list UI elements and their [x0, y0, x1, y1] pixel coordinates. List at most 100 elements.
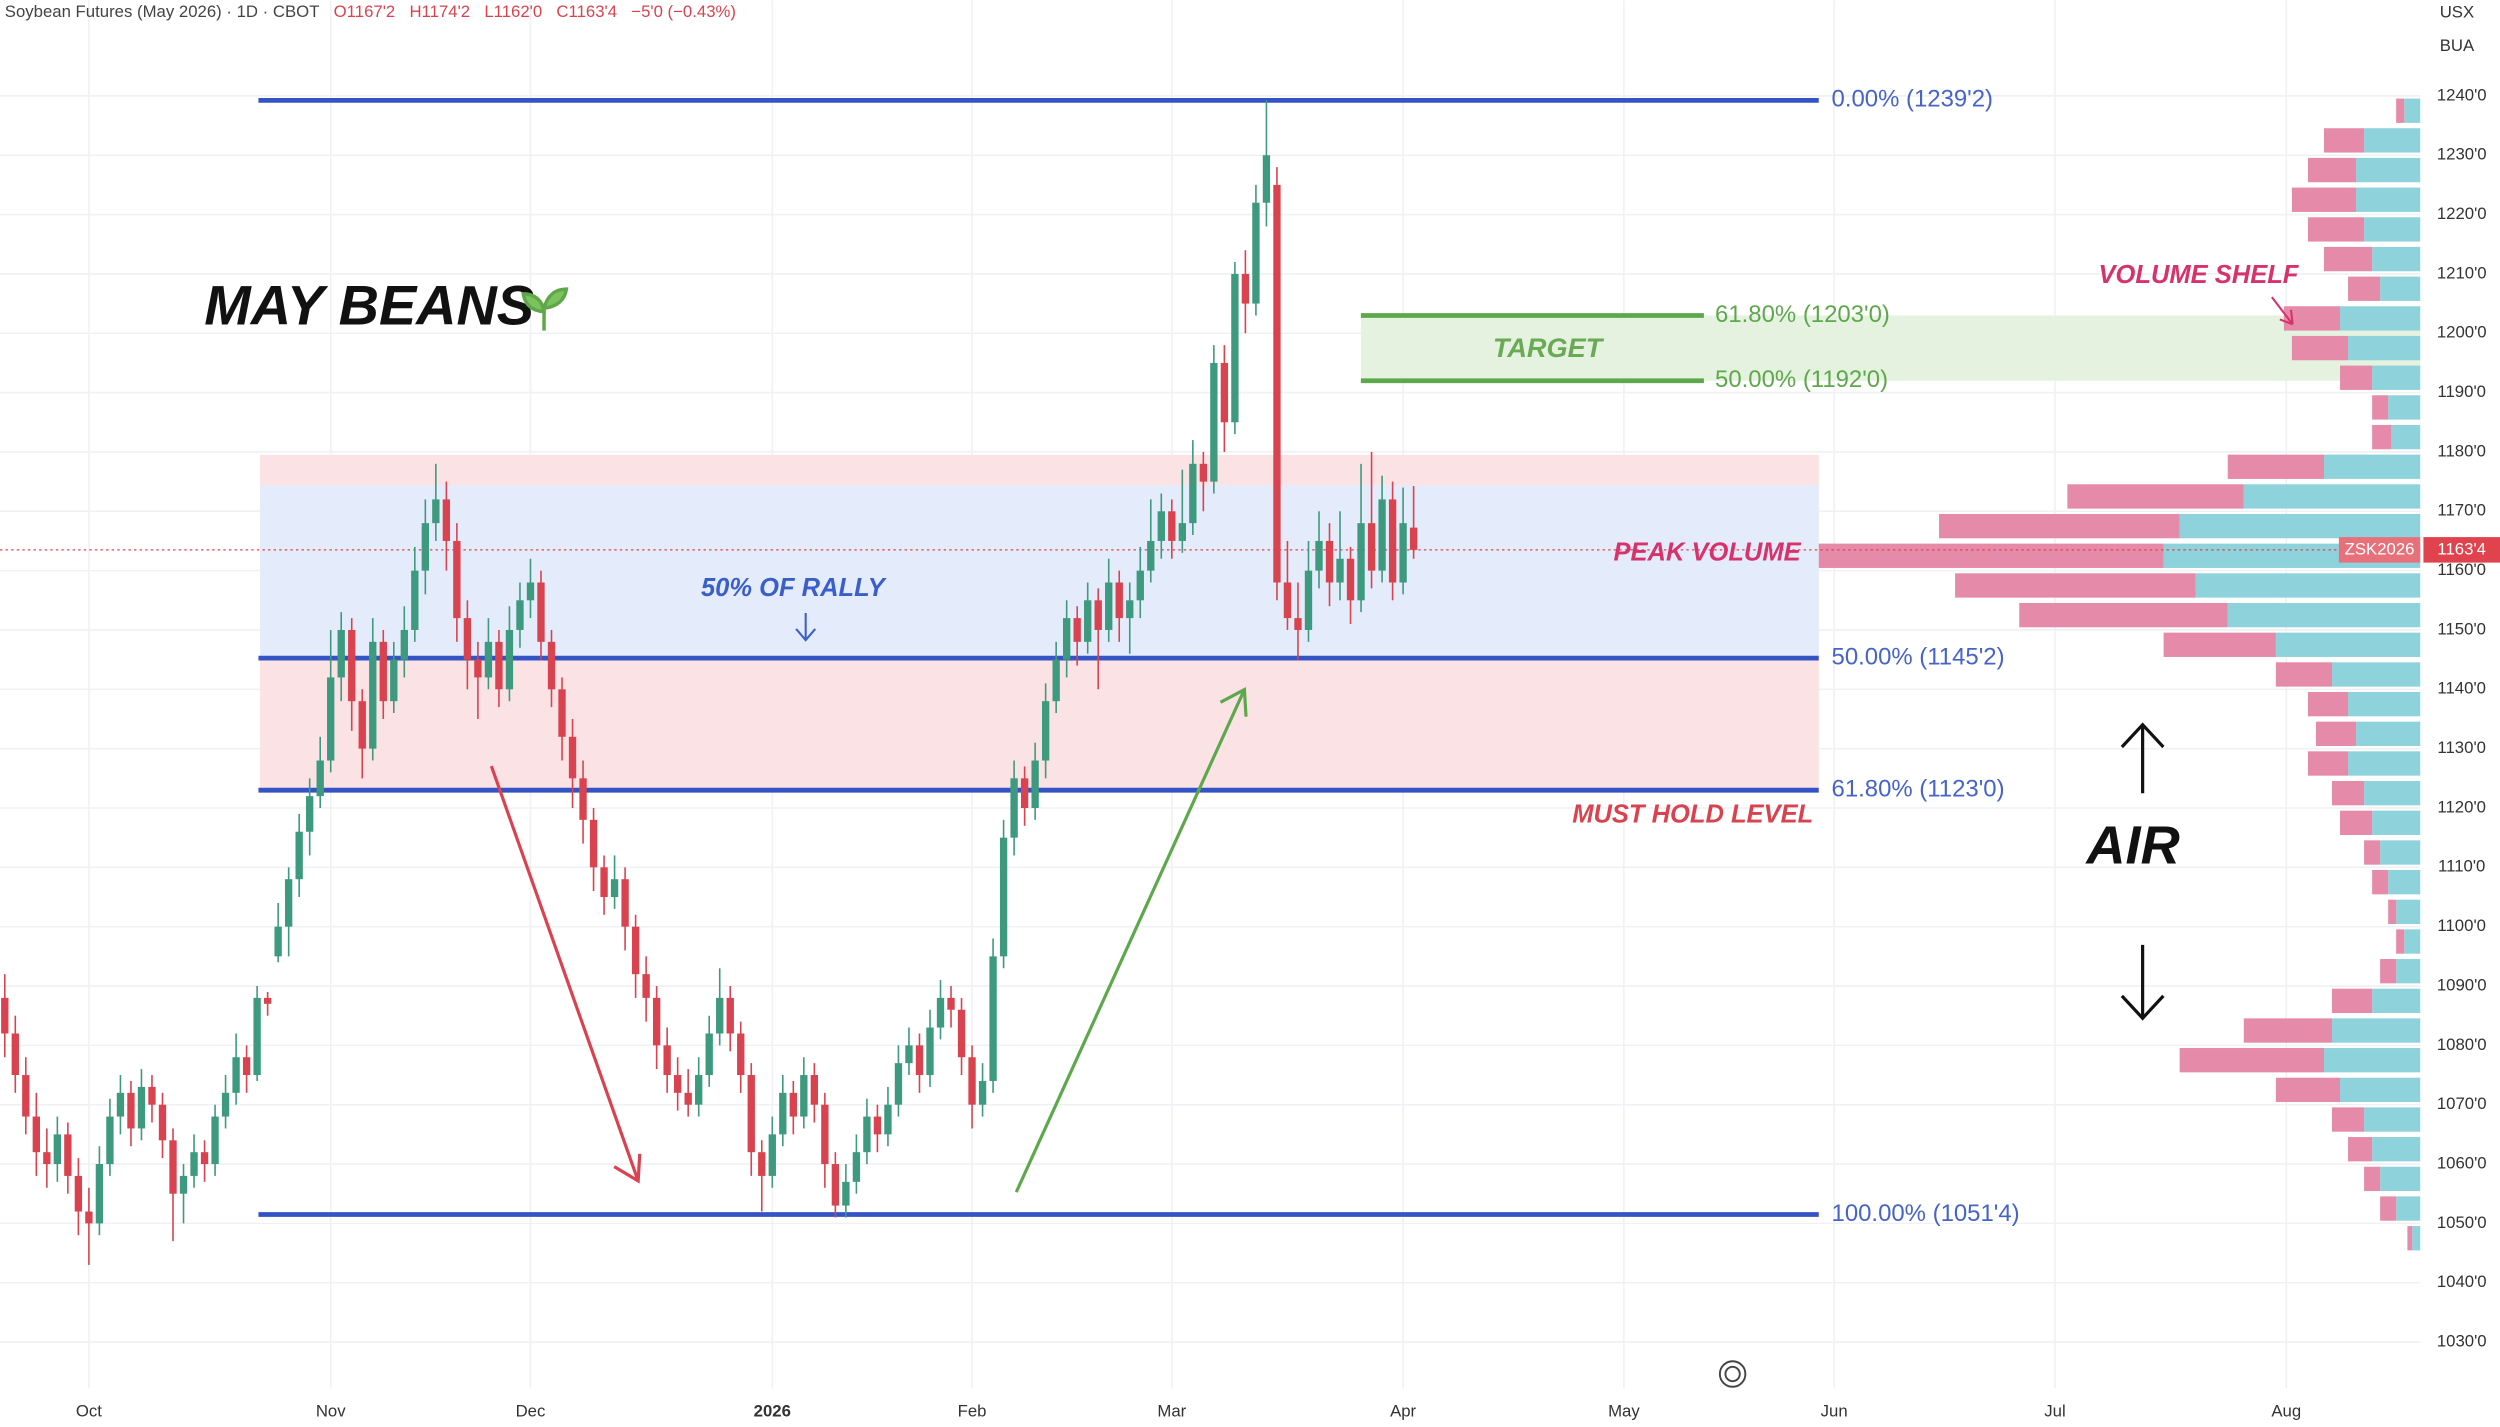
- y-tick-label: 1120'0: [2437, 797, 2486, 816]
- candle-body: [768, 1134, 776, 1176]
- candle-body: [1147, 540, 1155, 571]
- candle-body: [179, 1175, 188, 1194]
- candle-body: [253, 997, 261, 1076]
- candle-body: [1262, 155, 1271, 203]
- candle-body: [158, 1104, 167, 1141]
- ohlc-close: C1163'4: [556, 3, 617, 22]
- profile-up: [2372, 365, 2421, 390]
- profile-down: [1818, 543, 2164, 568]
- profile-up: [2391, 424, 2421, 450]
- y-tick-label: 1180'0: [2437, 441, 2486, 460]
- candle-body: [673, 1075, 682, 1093]
- candle-body: [926, 1027, 934, 1076]
- candle-body: [779, 1092, 787, 1135]
- profile-down: [2067, 484, 2244, 509]
- fib-label: 0.00% (1239'2): [1832, 86, 1994, 113]
- candle-body: [400, 629, 408, 660]
- candle-body: [74, 1175, 83, 1212]
- profile-up: [2323, 454, 2421, 479]
- candle-body: [1168, 511, 1176, 541]
- axes: 1030'0 1040'0 1050'0 1060'0 1070'0 1080'0 1090…: [76, 85, 2500, 1421]
- candle-body: [737, 1033, 745, 1076]
- y-tick-label: 1160'0: [2437, 560, 2486, 579]
- profile-up: [2332, 662, 2421, 687]
- profile-down: [2019, 602, 2228, 628]
- profile-down: [2332, 1107, 2365, 1132]
- profile-up: [2356, 721, 2421, 746]
- ohlc-open: O1167'2: [334, 3, 396, 22]
- candle-body: [11, 1033, 19, 1076]
- profile-up: [2364, 780, 2421, 806]
- profile-down: [1955, 573, 2196, 598]
- change: −5'0 (−0.43%): [631, 3, 736, 22]
- profile-down: [2307, 691, 2349, 717]
- profile-down: [1939, 513, 2180, 539]
- y-tick-label: 1060'0: [2437, 1153, 2487, 1172]
- candle-body: [1315, 540, 1323, 571]
- profile-down: [2380, 959, 2397, 984]
- candle-body: [390, 659, 398, 702]
- candle-body: [642, 974, 650, 998]
- profile-down: [2388, 899, 2397, 925]
- profile-down: [2163, 632, 2276, 657]
- candle-body: [1357, 523, 1365, 601]
- profile-up: [2179, 513, 2421, 539]
- profile-up: [2243, 484, 2421, 509]
- unit: BUA: [2440, 36, 2475, 55]
- x-tick-label: Mar: [1157, 1402, 1186, 1421]
- y-tick-label: 1130'0: [2437, 738, 2486, 757]
- profile-up: [2364, 217, 2421, 242]
- candle-body: [432, 499, 440, 524]
- candle-body: [348, 629, 356, 702]
- candle-body: [695, 1075, 703, 1105]
- annotation-must-hold: MUST HOLD LEVEL: [1572, 800, 1813, 828]
- profile-up: [2364, 128, 2421, 153]
- annotation-volume-shelf: VOLUME SHELF: [2099, 261, 2300, 289]
- profile-down: [2227, 454, 2324, 479]
- candle-body: [821, 1104, 829, 1165]
- candle-body: [905, 1045, 913, 1064]
- header: Soybean Futures (May 2026) · 1D · CBOT O…: [5, 3, 736, 22]
- candle-body: [537, 582, 545, 642]
- profile-up: [2275, 632, 2421, 657]
- candle-body: [95, 1164, 104, 1224]
- y-tick-label: 1050'0: [2437, 1213, 2487, 1232]
- x-tick-label: Dec: [516, 1402, 546, 1421]
- profile-up: [2396, 959, 2421, 984]
- ohlc-low: L1162'0: [484, 3, 542, 22]
- candle-body: [453, 540, 461, 619]
- candle-body: [106, 1116, 114, 1165]
- x-tick-label: Apr: [1390, 1402, 1416, 1421]
- candle-body: [1020, 778, 1029, 808]
- profile-up: [2332, 1018, 2421, 1043]
- target-label: 61.80% (1203'0): [1715, 301, 1890, 328]
- candle-body: [989, 956, 997, 1081]
- candle-body: [747, 1075, 755, 1153]
- y-tick-label: 1170'0: [2437, 501, 2486, 520]
- profile-up: [2380, 840, 2421, 865]
- candle-body: [284, 879, 293, 927]
- sprout-leaf: [521, 292, 547, 314]
- candle-body: [547, 641, 556, 690]
- candle-body: [558, 689, 566, 737]
- candle-body: [1220, 362, 1229, 423]
- candle-body: [232, 1057, 240, 1093]
- profile-up: [2348, 335, 2421, 361]
- profile-down: [2380, 1196, 2397, 1221]
- profile-down: [2315, 721, 2357, 746]
- candle-body: [1105, 582, 1113, 630]
- candle-body: [64, 1134, 72, 1176]
- profile-down: [2364, 840, 2381, 865]
- rally-trend-arrow: [1014, 686, 1248, 1193]
- fib-label: 61.80% (1123'0): [1832, 776, 2005, 803]
- candle-body: [621, 879, 629, 927]
- profile-down: [2275, 662, 2333, 687]
- candle-body: [1010, 778, 1018, 838]
- profile-down: [2179, 1048, 2324, 1073]
- profile-down: [2275, 1077, 2341, 1103]
- y-tick-label: 1030'0: [2437, 1331, 2487, 1350]
- y-tick-label: 1150'0: [2437, 619, 2486, 638]
- candle-body: [1031, 760, 1039, 808]
- candle-body: [1409, 527, 1418, 550]
